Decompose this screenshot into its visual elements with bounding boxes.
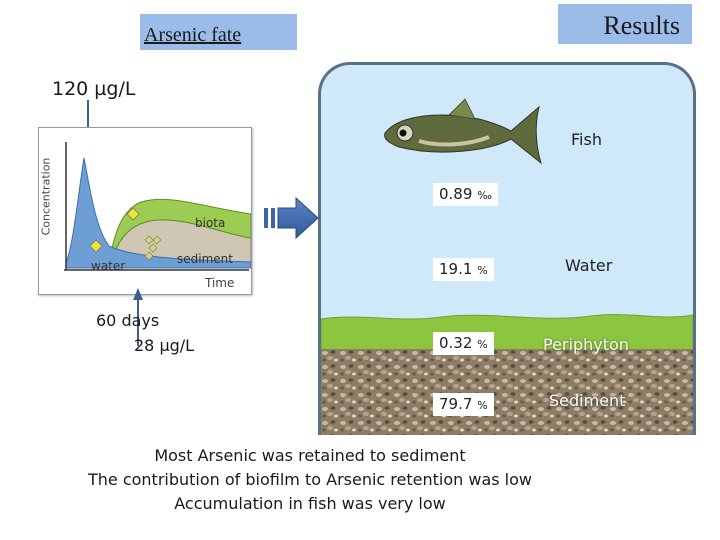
page-title: Arsenic fate [144,24,242,46]
fish-value-box: 0.89 ‰ [433,183,498,206]
results-badge: Results [558,4,692,44]
output-concentration-label: 28 µg/L [134,336,195,355]
sediment-unit: % [477,399,488,412]
concentration-diagram: Concentration Time biota water sediment [38,127,252,295]
water-compartment-label: Water [565,256,613,275]
output-arrow-icon [133,288,143,346]
fish-icon [384,98,542,165]
water-value-box: 19.1 % [433,258,494,281]
sediment-layer [321,349,693,435]
periphyton-unit: % [477,338,488,351]
conclusion-3: Accumulation in fish was very low [174,494,446,513]
y-axis-label: Concentration [39,157,53,236]
fish-unit: ‰ [477,189,492,202]
x-axis-label: Time [205,276,235,290]
sediment-compartment-label: Sediment [549,391,626,410]
periphyton-value-box: 0.32 % [433,332,494,355]
biota-label: biota [195,216,226,230]
output-days-label: 60 days [96,311,160,330]
periphyton-value: 0.32 [439,334,473,352]
results-title: Results [603,11,680,40]
flow-arrow-icon [264,196,319,240]
water-label: water [91,259,126,273]
sediment-value-box: 79.7 % [433,393,494,416]
periphyton-layer [321,314,693,357]
input-concentration-label: 120 µg/L [52,78,136,100]
water-unit: % [477,264,488,277]
periphyton-label: Periphyton [543,335,629,354]
tank: 0.89 ‰ Fish 19.1 % Water 0.32 % Periphyt… [318,62,696,435]
sediment-label: sediment [177,252,233,266]
fish-value: 0.89 [439,185,473,203]
fish-label: Fish [571,130,602,149]
sediment-value: 79.7 [439,395,473,413]
water-value: 19.1 [439,260,473,278]
conclusion-1: Most Arsenic was retained to sediment [154,446,466,465]
conclusion-2: The contribution of biofilm to Arsenic r… [87,470,532,489]
title-badge: Arsenic fate [140,14,297,50]
